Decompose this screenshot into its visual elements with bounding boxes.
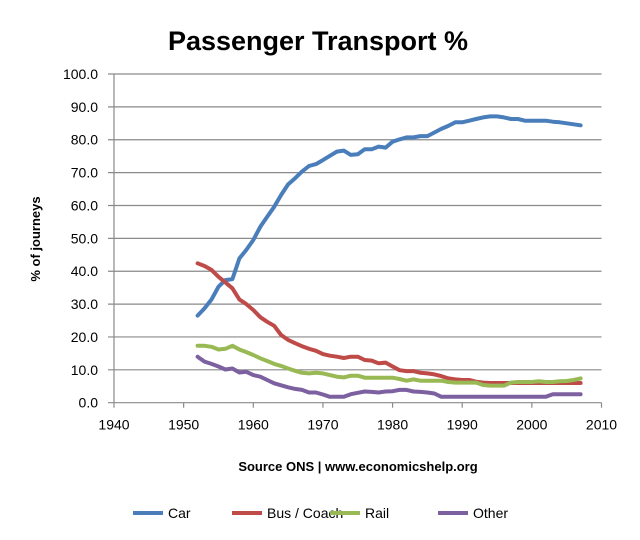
series-lines (195, 114, 583, 399)
y-tick-label: 100.0 (63, 66, 98, 82)
y-tick-label: 60.0 (71, 197, 98, 213)
y-tick-label: 80.0 (71, 132, 98, 148)
series-line-car (195, 114, 583, 318)
y-axis-label: % of journeys (28, 196, 43, 281)
y-tick-label: 30.0 (71, 296, 98, 312)
y-tick-label: 0.0 (79, 395, 99, 411)
gridlines (108, 73, 602, 404)
legend-item: Bus / Coach (232, 505, 343, 521)
chart-title: Passenger Transport % (168, 26, 468, 56)
y-tick-label: 50.0 (71, 230, 98, 246)
legend-label: Bus / Coach (267, 505, 343, 521)
legend-label: Car (168, 505, 191, 521)
series-line-other (195, 354, 583, 399)
x-tick-label: 1970 (307, 417, 338, 433)
x-tick-label: 1950 (168, 417, 199, 433)
series-line-bus-coach (195, 261, 583, 385)
y-tick-label: 10.0 (71, 362, 98, 378)
legend: Car Bus / Coach Rail Other (133, 505, 508, 521)
legend-item: Other (438, 505, 508, 521)
y-axis-ticks: 0.0 10.0 20.0 30.0 40.0 50.0 60.0 70.0 80.0 90.0 1… (63, 66, 98, 411)
legend-label: Rail (365, 505, 389, 521)
x-tick-label: 1960 (238, 417, 269, 433)
x-tick-label: 1980 (377, 417, 408, 433)
y-tick-label: 90.0 (71, 99, 98, 115)
x-tick-label: 2010 (586, 417, 617, 433)
x-axis-label: Source ONS | www.economicshelp.org (238, 459, 477, 474)
x-axis-ticks: 1940 1950 1960 1970 1980 1990 2000 2010 (98, 402, 617, 433)
legend-label: Other (473, 505, 508, 521)
series-line-rail (195, 343, 583, 388)
y-tick-label: 40.0 (71, 263, 98, 279)
legend-item: Car (133, 505, 191, 521)
x-tick-label: 1940 (98, 417, 129, 433)
y-tick-label: 20.0 (71, 329, 98, 345)
legend-item: Rail (330, 505, 389, 521)
x-tick-label: 1990 (447, 417, 478, 433)
x-tick-label: 2000 (516, 417, 547, 433)
y-tick-label: 70.0 (71, 165, 98, 181)
